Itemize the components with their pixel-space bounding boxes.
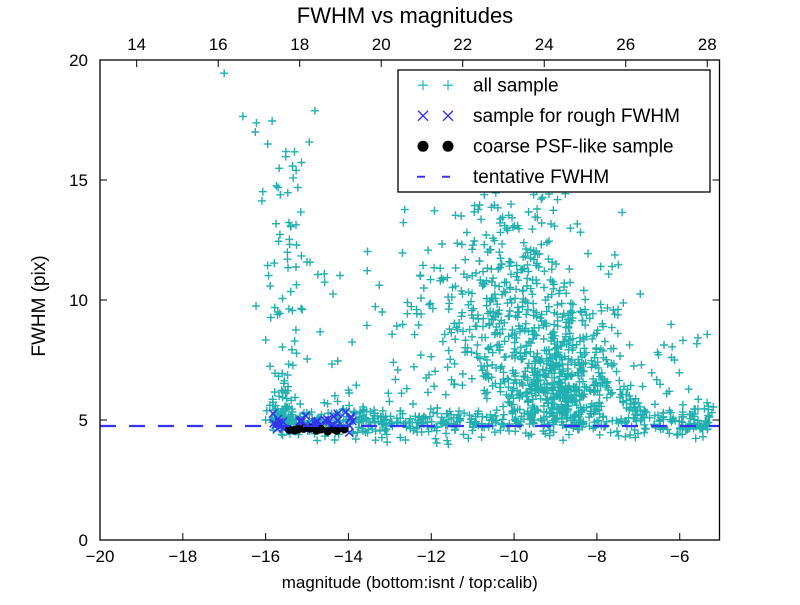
svg-text:coarse PSF-like sample: coarse PSF-like sample — [473, 136, 674, 157]
svg-text:all sample: all sample — [473, 75, 559, 96]
svg-text:10: 10 — [69, 291, 88, 310]
svg-text:−20: −20 — [86, 547, 115, 566]
svg-text:24: 24 — [535, 35, 554, 54]
svg-text:magnitude (bottom:isnt / top:c: magnitude (bottom:isnt / top:calib) — [282, 573, 538, 592]
svg-text:−8: −8 — [587, 547, 606, 566]
svg-text:26: 26 — [616, 35, 635, 54]
svg-text:0: 0 — [79, 531, 88, 550]
svg-text:−16: −16 — [251, 547, 280, 566]
svg-text:−10: −10 — [500, 547, 529, 566]
svg-text:FWHM (pix): FWHM (pix) — [29, 255, 50, 356]
svg-text:−14: −14 — [334, 547, 363, 566]
svg-text:sample for rough FWHM: sample for rough FWHM — [473, 106, 680, 127]
svg-text:−12: −12 — [417, 547, 446, 566]
svg-text:tentative FWHM: tentative FWHM — [473, 167, 609, 188]
svg-text:20: 20 — [372, 35, 391, 54]
svg-text:22: 22 — [453, 35, 472, 54]
svg-text:15: 15 — [69, 171, 88, 190]
svg-text:14: 14 — [127, 35, 146, 54]
svg-text:28: 28 — [698, 35, 717, 54]
svg-text:−6: −6 — [670, 547, 689, 566]
svg-text:20: 20 — [69, 51, 88, 70]
svg-text:16: 16 — [209, 35, 228, 54]
svg-text:−18: −18 — [168, 547, 197, 566]
svg-text:FWHM vs magnitudes: FWHM vs magnitudes — [297, 3, 513, 28]
svg-text:5: 5 — [79, 411, 88, 430]
svg-text:18: 18 — [290, 35, 309, 54]
